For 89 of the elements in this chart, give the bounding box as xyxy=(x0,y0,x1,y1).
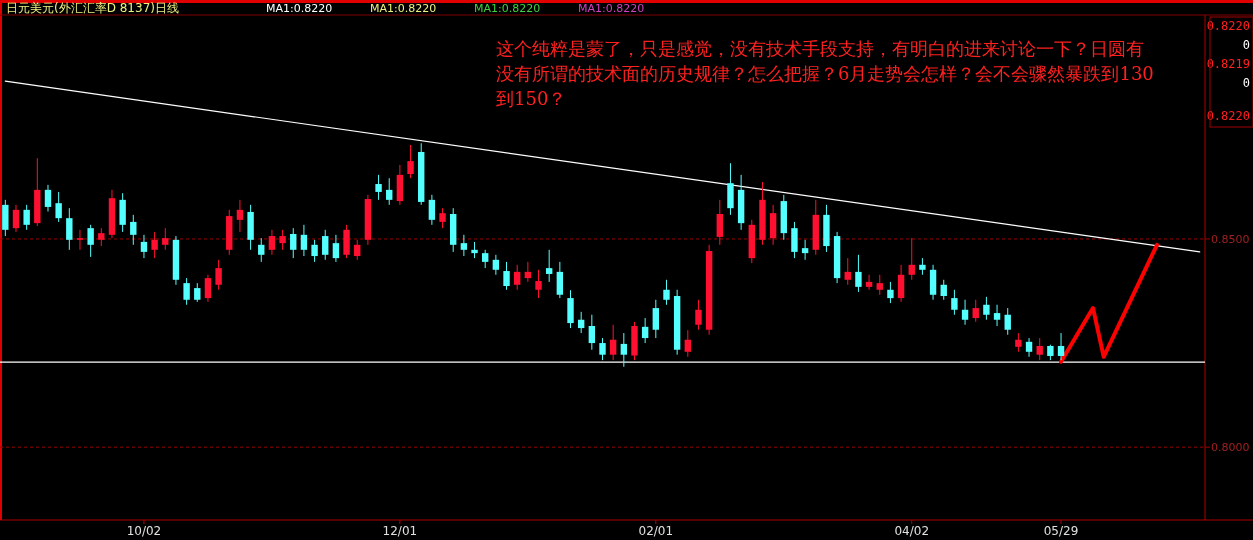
candlestick xyxy=(887,281,894,304)
x-tick-label: 05/29 xyxy=(1043,524,1079,538)
text: 0 xyxy=(1242,76,1250,90)
x-tick-label: 02/01 xyxy=(638,524,674,538)
candlestick xyxy=(322,229,329,261)
candlestick xyxy=(162,227,169,251)
annotation: MA1:0.8220 xyxy=(266,2,333,15)
candlestick xyxy=(482,249,489,269)
text: 0.8220 xyxy=(1206,109,1250,123)
text: 0 xyxy=(1242,38,1250,52)
candlestick xyxy=(1004,307,1011,336)
chart-title: 日元美元(外汇汇率D 8137)日线 xyxy=(6,1,179,15)
candlestick xyxy=(386,177,393,206)
candlestick xyxy=(300,224,308,257)
candlestick xyxy=(609,324,617,361)
candlestick xyxy=(855,254,862,293)
candlestick xyxy=(258,237,265,263)
candlestick xyxy=(23,204,30,231)
candlestick xyxy=(151,231,158,259)
candlestick xyxy=(908,237,915,281)
candlestick xyxy=(354,239,361,261)
candlestick xyxy=(428,194,436,226)
candlestick xyxy=(791,221,798,259)
candlestick xyxy=(12,204,20,233)
candlestick xyxy=(684,329,692,358)
y-tick-label: 0.8500 xyxy=(1211,232,1250,246)
candlestick xyxy=(407,144,414,179)
x-tick-label: 10/02 xyxy=(126,524,162,538)
candlestick xyxy=(876,274,883,296)
candlestick xyxy=(375,174,382,201)
candlestick xyxy=(695,299,702,331)
candlestick xyxy=(268,229,276,256)
candlestick xyxy=(716,199,723,246)
candlestick xyxy=(236,199,244,233)
candlestick xyxy=(513,264,521,291)
candlestick xyxy=(130,214,137,246)
candlestick xyxy=(66,207,73,251)
candlestick xyxy=(983,296,990,321)
candlestick xyxy=(993,304,1001,327)
candlestick xyxy=(556,261,564,299)
candlestick xyxy=(844,257,851,286)
candlestick xyxy=(492,254,500,276)
candlestick xyxy=(332,234,340,263)
candlestick xyxy=(951,289,958,316)
candlestick xyxy=(652,299,660,339)
candlestick xyxy=(460,234,468,257)
candlestick xyxy=(865,274,873,291)
candlestick xyxy=(940,279,947,301)
candlestick xyxy=(588,314,596,351)
candlestick xyxy=(972,299,979,323)
x-tick-label: 12/01 xyxy=(382,524,418,538)
candlestick xyxy=(215,259,222,291)
candlestick xyxy=(279,229,286,251)
candlestick xyxy=(76,229,84,251)
candlestick xyxy=(961,299,969,326)
candlestick xyxy=(620,332,628,368)
candlestick xyxy=(55,191,62,223)
candlestick xyxy=(535,269,542,299)
candlestick xyxy=(194,282,201,303)
x-tick-label: 04/02 xyxy=(894,524,930,538)
candlestick xyxy=(1015,332,1022,353)
text: 0.8219 xyxy=(1206,57,1250,71)
candlestick xyxy=(1036,337,1043,361)
candlestick xyxy=(183,277,190,306)
line-series xyxy=(1059,242,1159,364)
annotation: MA1:0.8220 xyxy=(578,2,645,15)
annotation: 这个纯粹是蒙了，只是感觉，没有技术手段支持，有明白的进来讨论一下？日圆有没有所谓的技术面的历史规律？怎么把握？6月走势会怎样？会不会骤然暴跌到130到150？ xyxy=(496,37,1155,111)
candlestick xyxy=(663,279,670,306)
candlestick xyxy=(87,224,94,258)
candlestick xyxy=(801,239,809,261)
annotation: MA1:0.8220 xyxy=(474,2,541,15)
candlestick xyxy=(897,264,905,303)
candlestick xyxy=(545,249,553,283)
candlestick xyxy=(439,207,446,229)
candlestick xyxy=(503,261,510,291)
candlestick xyxy=(577,311,585,334)
y-tick-label: 0.8000 xyxy=(1211,441,1250,455)
candlestick xyxy=(311,239,318,263)
candlestick xyxy=(204,274,212,303)
candlestick xyxy=(1025,337,1033,358)
candlestick xyxy=(44,184,52,212)
text: 0.8220 xyxy=(1206,19,1250,33)
annotation: MA1:0.8220 xyxy=(370,2,437,15)
candlestick xyxy=(524,261,532,283)
candlestick xyxy=(290,227,297,259)
candlestick xyxy=(641,317,649,344)
candlestick xyxy=(1057,332,1065,361)
candlestick xyxy=(599,337,606,361)
candlestick xyxy=(140,234,148,259)
